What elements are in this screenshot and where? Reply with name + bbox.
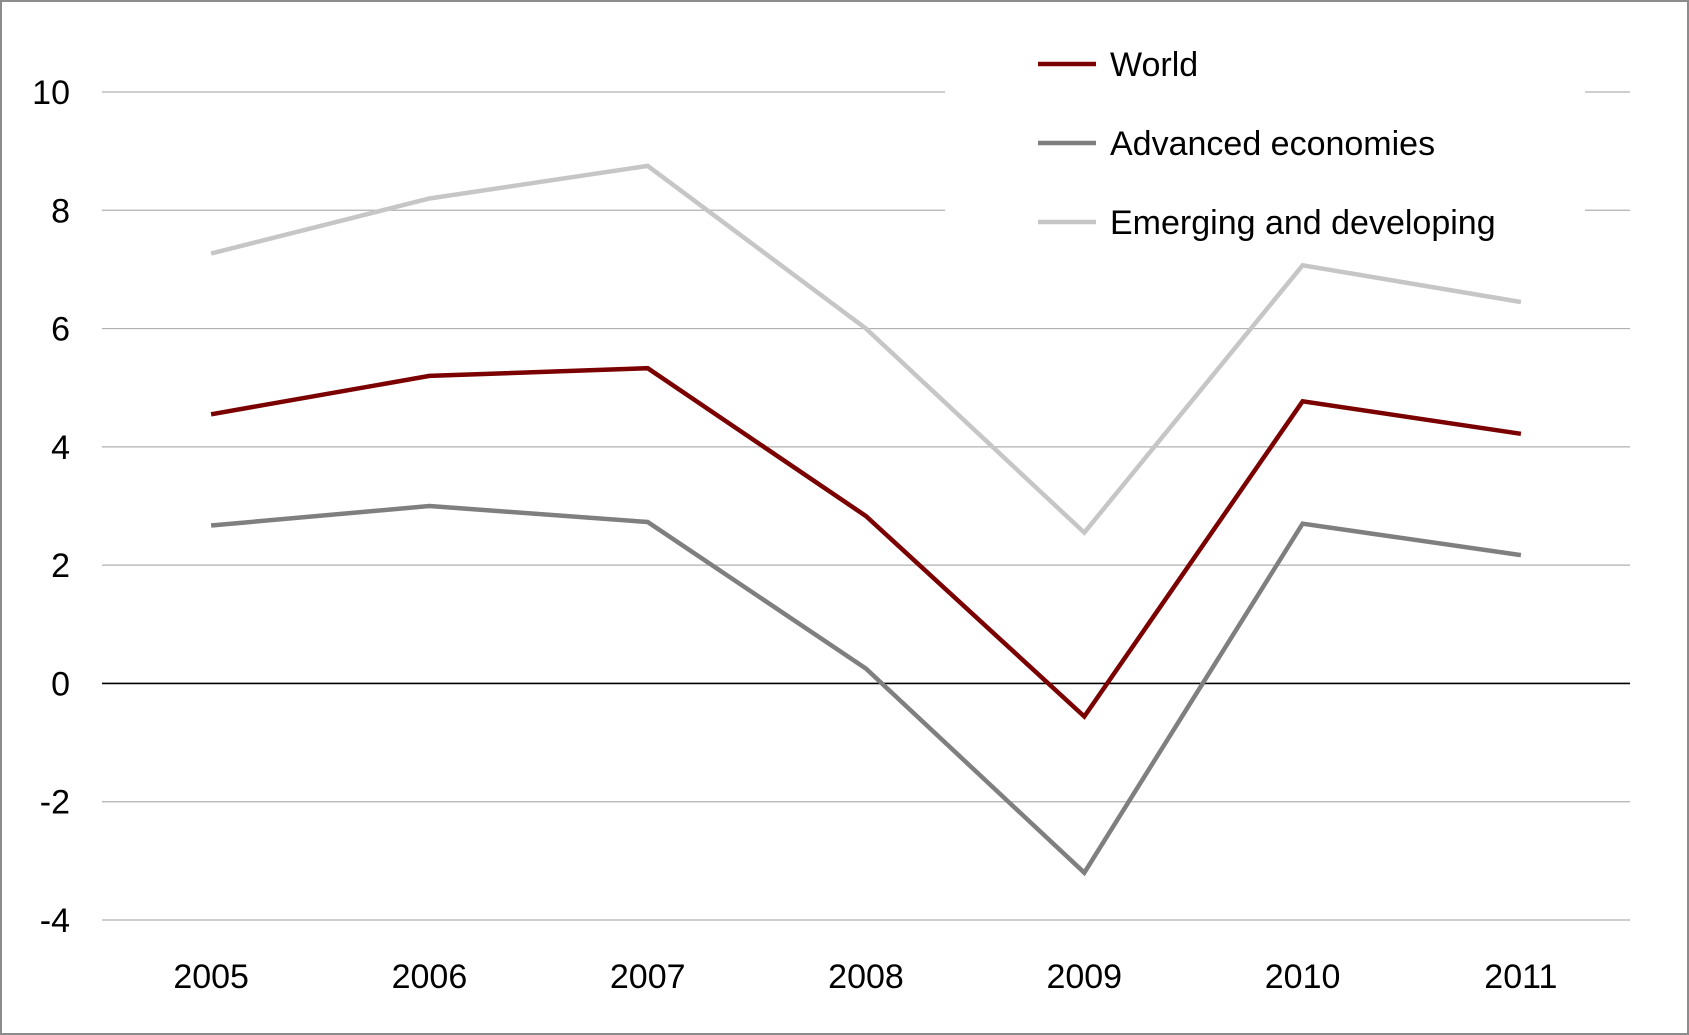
legend-label: World bbox=[1110, 46, 1198, 84]
x-tick-label: 2010 bbox=[1265, 958, 1341, 996]
series-lines bbox=[210, 163, 1522, 877]
y-tick-label: -4 bbox=[40, 902, 70, 940]
legend: World Advanced economies Emerging and deve… bbox=[945, 22, 1585, 258]
series-line bbox=[210, 365, 1522, 720]
x-tick-label: 2011 bbox=[1484, 958, 1557, 996]
axes: -4 -2 0 2 4 6 8 10 2005 2006 2007 2008 2009 2010 2011 bbox=[32, 74, 1557, 996]
y-tick-label: 6 bbox=[51, 311, 70, 349]
y-tick-label: -2 bbox=[40, 784, 70, 822]
legend-label: Emerging and developing bbox=[1110, 204, 1496, 242]
series-line bbox=[210, 163, 1522, 536]
legend-label: Advanced economies bbox=[1110, 125, 1435, 163]
y-tick-label: 0 bbox=[51, 665, 70, 703]
series-line bbox=[210, 503, 1522, 877]
x-tick-label: 2009 bbox=[1046, 958, 1122, 996]
x-tick-label: 2005 bbox=[173, 958, 249, 996]
x-tick-label: 2008 bbox=[828, 958, 904, 996]
y-tick-label: 8 bbox=[51, 192, 70, 230]
y-tick-label: 4 bbox=[51, 429, 70, 467]
x-tick-label: 2007 bbox=[610, 958, 686, 996]
y-tick-label: 2 bbox=[51, 547, 70, 585]
legend-background bbox=[945, 22, 1585, 258]
x-tick-label: 2006 bbox=[392, 958, 468, 996]
y-tick-label: 10 bbox=[32, 74, 70, 112]
